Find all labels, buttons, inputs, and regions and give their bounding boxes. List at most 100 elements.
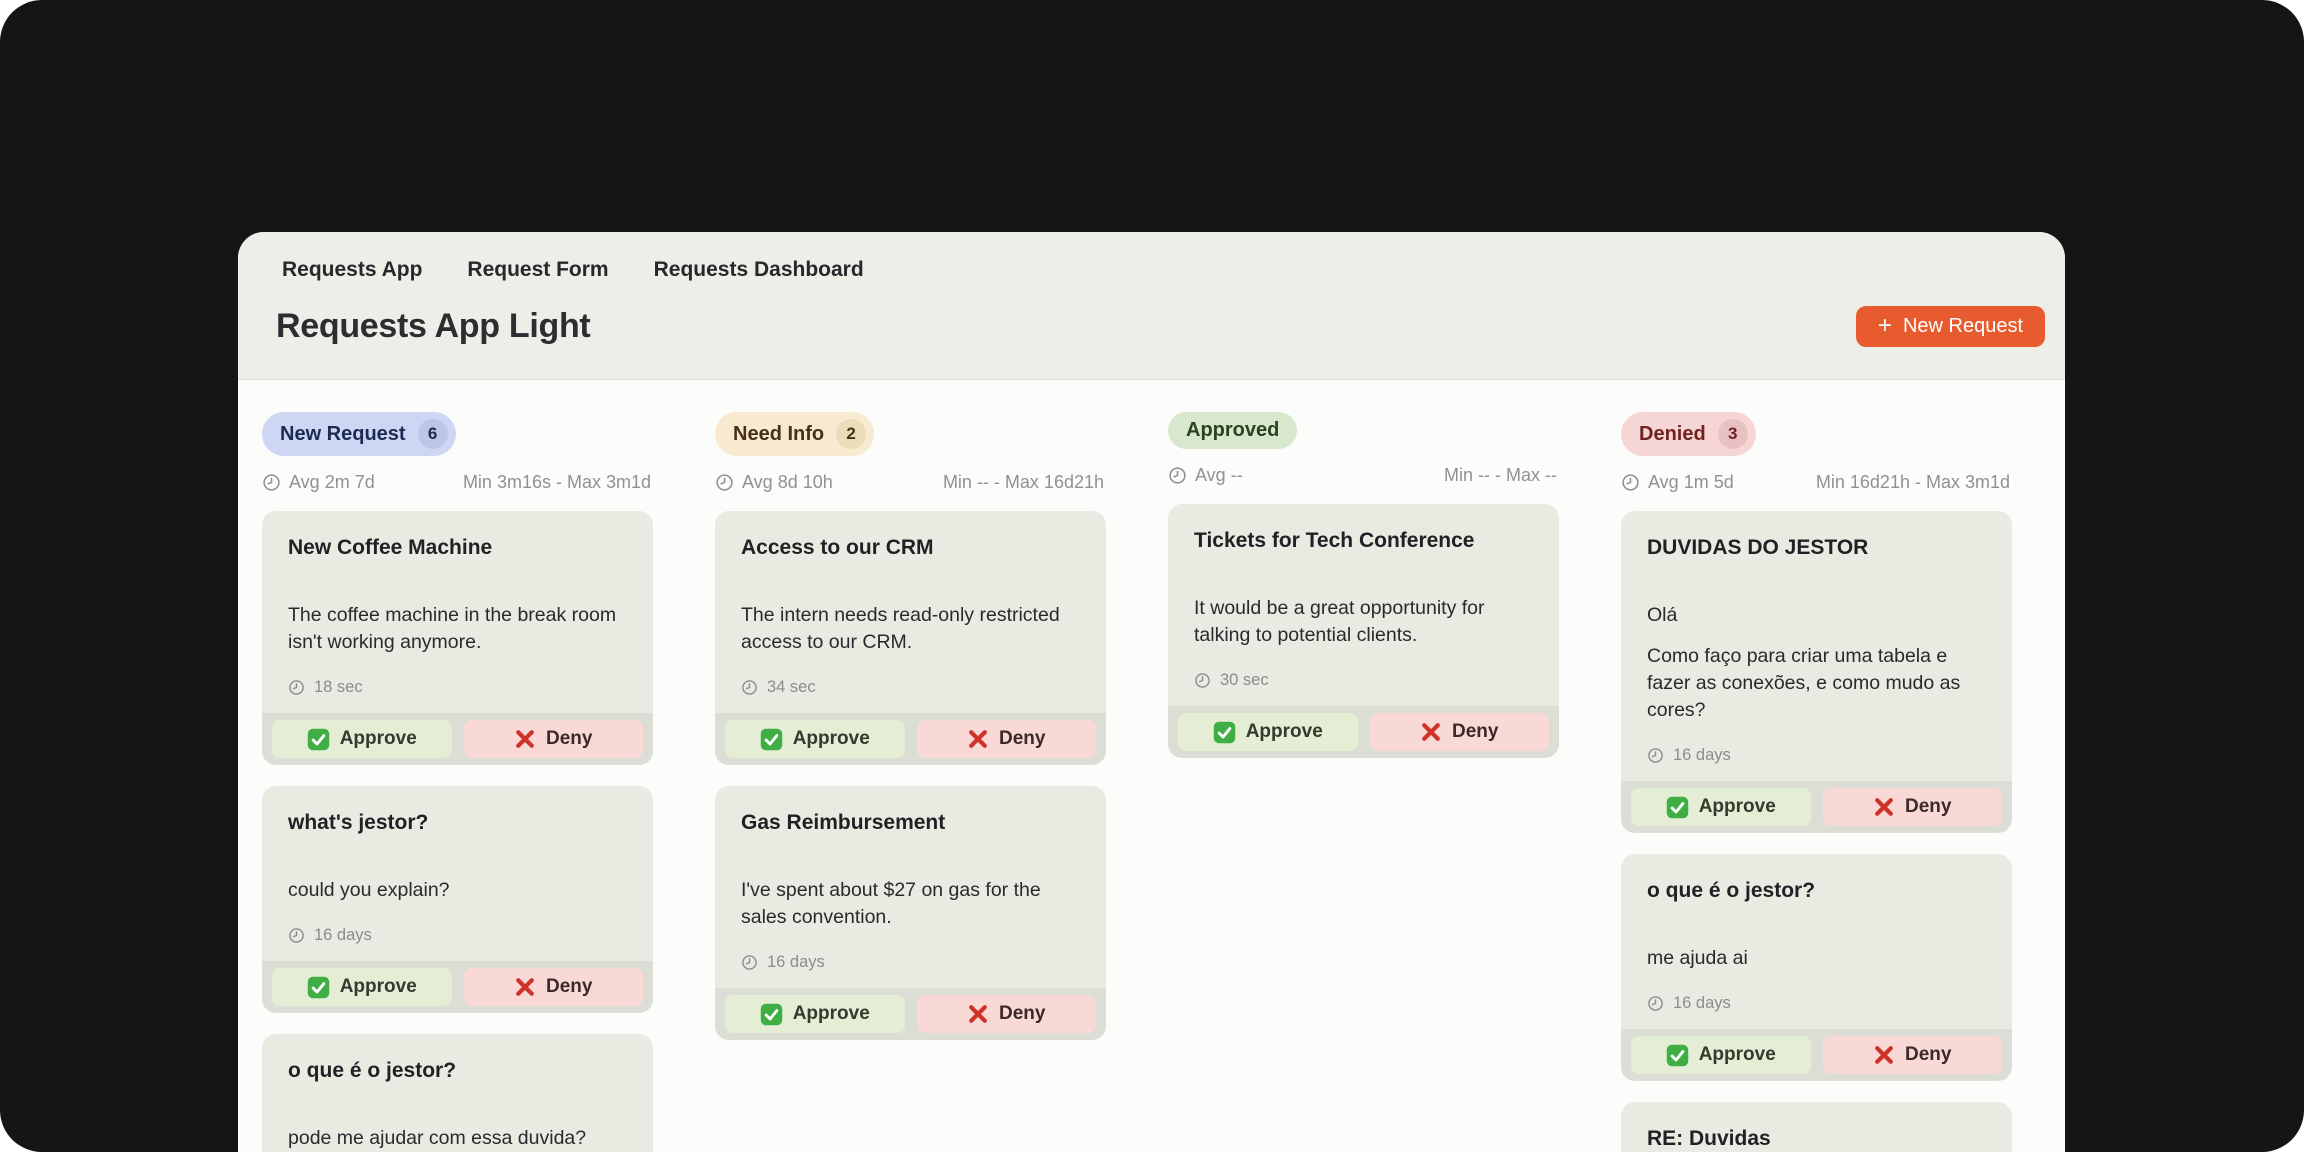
card-age: 34 sec [767,678,816,696]
card-description-intro: Olá [1647,604,1678,626]
deny-label: Deny [999,1003,1046,1024]
column-stats: Avg 1m 5d Min 16d21h - Max 3m1d [1621,472,2012,493]
card-list: DUVIDAS DO JESTOR Olá Como faço para cri… [1621,511,2012,1152]
column-stats: Avg 2m 7d Min 3m16s - Max 3m1d [262,472,653,493]
deny-label: Deny [1905,796,1952,817]
deny-button[interactable]: Deny [463,720,643,758]
card-description: The coffee machine in the break room isn… [288,604,617,653]
card-description: me ajuda ai [1647,947,1748,969]
request-card[interactable]: Access to our CRM The intern needs read-… [715,511,1106,765]
deny-label: Deny [1452,721,1499,742]
card-description: Como faço para criar uma tabela e fazer … [1647,645,1961,721]
check-icon [1213,721,1236,744]
column-stats: Avg 8d 10h Min -- - Max 16d21h [715,472,1106,493]
column-header: Approved [1168,412,1559,449]
status-pill-label: Approved [1186,419,1280,441]
approve-label: Approve [339,976,417,997]
clock-icon [288,679,305,696]
approve-label: Approve [339,728,417,749]
nav-item-requests-app[interactable]: Requests App [282,258,423,281]
request-card[interactable]: DUVIDAS DO JESTOR Olá Como faço para cri… [1621,511,2012,833]
deny-label: Deny [1905,1044,1952,1065]
clock-icon [741,954,758,971]
app-header: Requests App Request Form Requests Dashb… [238,232,2065,380]
card-actions: Approve Deny [1621,781,2012,833]
deny-button[interactable]: Deny [463,968,643,1006]
card-title: o que é o jestor? [1647,879,1816,902]
cross-icon [967,1003,989,1025]
new-request-button[interactable]: + New Request [1855,306,2045,347]
status-pill-new-request: New Request 6 [262,412,456,456]
request-card[interactable]: Tickets for Tech Conference It would be … [1168,504,1559,758]
check-icon [760,1003,783,1026]
approve-button[interactable]: Approve [725,720,905,758]
cross-icon [967,728,989,750]
deny-button[interactable]: Deny [1822,788,2002,826]
card-title: DUVIDAS DO JESTOR [1647,536,1869,559]
status-pill-label: Need Info [733,422,825,445]
check-icon [760,728,783,751]
card-description: could you explain? [288,879,450,901]
card-title: o que é o jestor? [288,1059,457,1082]
deny-button[interactable]: Deny [916,995,1096,1033]
deny-button[interactable]: Deny [1369,713,1549,751]
approve-label: Approve [792,1003,870,1024]
check-icon [1666,796,1689,819]
avg-time: Avg -- [1195,465,1243,485]
title-row: Requests App Light + New Request [238,282,2065,347]
clock-icon [262,473,281,492]
request-card[interactable]: RE: Duvidas [1621,1102,2012,1152]
clock-icon [741,679,758,696]
cross-icon [514,976,536,998]
card-age: 18 sec [314,678,363,696]
card-description: pode me ajudar com essa duvida? [288,1127,587,1149]
request-card[interactable]: Gas Reimbursement I've spent about $27 o… [715,786,1106,1040]
card-list: Tickets for Tech Conference It would be … [1168,504,1559,758]
page-title: Requests App Light [276,307,591,345]
column-header: Need Info 2 [715,412,1106,456]
approve-button[interactable]: Approve [1178,713,1358,751]
status-pill-label: New Request [280,422,406,445]
approve-button[interactable]: Approve [272,968,452,1006]
approve-button[interactable]: Approve [725,995,905,1033]
nav-item-requests-dashboard[interactable]: Requests Dashboard [653,258,864,281]
app-window: Requests App Request Form Requests Dashb… [238,232,2065,1152]
approve-button[interactable]: Approve [1631,788,1811,826]
card-title: New Coffee Machine [288,536,493,559]
card-list: New Coffee Machine The coffee machine in… [262,511,653,1152]
request-card[interactable]: o que é o jestor? pode me ajudar com ess… [262,1034,653,1152]
status-pill-denied: Denied 3 [1621,412,1756,456]
approve-button[interactable]: Approve [1631,1036,1811,1074]
approve-button[interactable]: Approve [272,720,452,758]
cross-icon [1420,721,1442,743]
cross-icon [514,728,536,750]
card-title: RE: Duvidas [1647,1127,1771,1150]
avg-time: Avg 1m 5d [1648,472,1734,492]
min-max-time: Min 3m16s - Max 3m1d [462,472,651,492]
deny-button[interactable]: Deny [1822,1036,2002,1074]
clock-icon [288,927,305,944]
min-max-time: Min -- - Max -- [1444,465,1557,485]
deny-button[interactable]: Deny [916,720,1096,758]
card-age: 30 sec [1220,671,1269,689]
card-actions: Approve Deny [1621,1029,2012,1081]
card-actions: Approve Deny [1168,706,1559,758]
nav-item-request-form[interactable]: Request Form [467,258,609,281]
deny-label: Deny [546,976,593,997]
column-stats: Avg -- Min -- - Max -- [1168,465,1559,486]
clock-icon [715,473,734,492]
count-badge: 2 [836,419,867,449]
column-need-info: Need Info 2 Avg 8d 10h Min -- - Max 16d2… [715,412,1106,1152]
approve-label: Approve [792,728,870,749]
check-icon [1666,1044,1689,1067]
status-pill-approved: Approved [1168,412,1298,449]
card-actions: Approve Deny [262,961,653,1013]
request-card[interactable]: what's jestor? could you explain? 16 day… [262,786,653,1013]
request-card[interactable]: New Coffee Machine The coffee machine in… [262,511,653,765]
card-actions: Approve Deny [262,713,653,765]
plus-icon: + [1877,311,1892,339]
card-age: 16 days [314,926,372,944]
request-card[interactable]: o que é o jestor? me ajuda ai 16 days [1621,854,2012,1081]
deny-label: Deny [999,728,1046,749]
card-actions: Approve Deny [715,988,1106,1040]
